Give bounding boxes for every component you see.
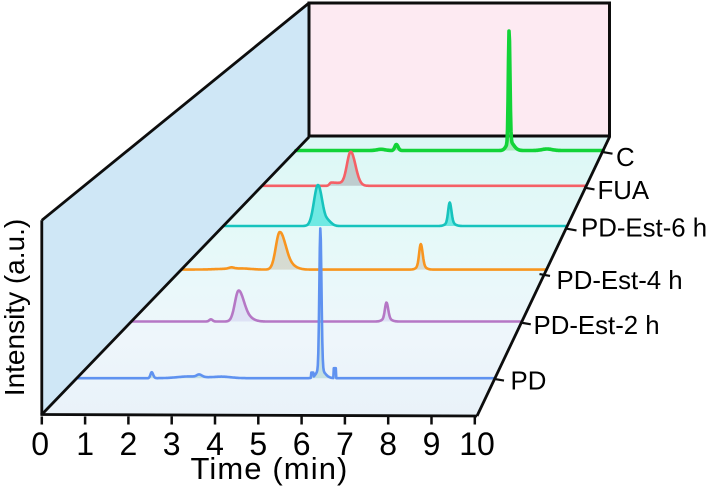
svg-text:PD: PD [511,368,547,396]
svg-text:6: 6 [293,426,311,462]
svg-text:PD-Est-6 h: PD-Est-6 h [581,215,707,243]
svg-text:C: C [616,144,635,172]
svg-text:Time (min): Time (min) [191,451,349,486]
svg-text:PD-Est-4 h: PD-Est-4 h [557,267,683,295]
svg-text:7: 7 [336,426,354,462]
svg-text:5: 5 [249,426,267,462]
svg-text:1: 1 [76,426,94,462]
svg-text:Intensity (a.u.): Intensity (a.u.) [0,219,30,396]
svg-text:3: 3 [163,426,181,462]
svg-text:9: 9 [423,426,441,462]
svg-text:10: 10 [459,426,495,462]
svg-text:PD-Est-2 h: PD-Est-2 h [534,312,660,340]
svg-text:4: 4 [206,426,224,462]
svg-text:0: 0 [31,426,49,462]
svg-text:2: 2 [120,426,138,462]
svg-text:8: 8 [379,426,397,462]
svg-text:FUA: FUA [598,177,650,205]
